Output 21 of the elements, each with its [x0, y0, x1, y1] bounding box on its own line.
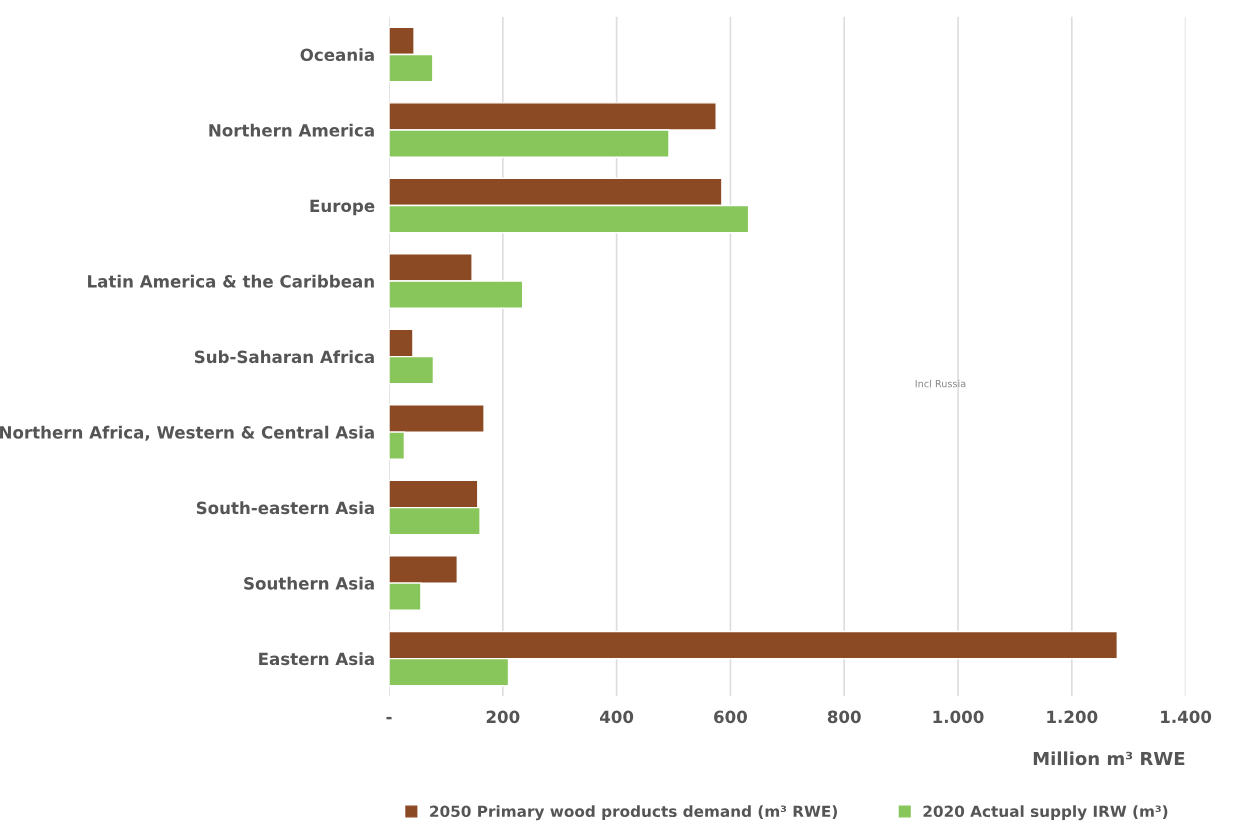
y-tick-label: Southern Asia: [244, 576, 374, 590]
y-tick-label: Sub-Saharan Africa: [194, 350, 374, 364]
y-tick-label: Oceania: [300, 48, 374, 62]
y-tick-label: Northern America: [209, 123, 374, 137]
x-tick-label: 800: [827, 710, 861, 724]
x-tick-label: 600: [714, 710, 748, 724]
y-tick-label: Eastern Asia: [259, 652, 374, 666]
y-tick-label: Latin America & the Caribbean: [88, 274, 374, 288]
legend-label: 2050 Primary wood products demand (m³ RWE): [430, 805, 837, 821]
x-tick-label: 1.200: [1047, 710, 1098, 724]
annotation: Incl Russia: [915, 379, 966, 388]
y-tick-label: Northern Africa, Western & Central Asia: [0, 425, 374, 441]
x-tick-label: 1.400: [1161, 710, 1212, 724]
y-tick-label: Europe: [310, 199, 375, 216]
legend-label: 2020 Actual supply IRW (m³): [923, 805, 1168, 821]
x-tick-label: -: [386, 716, 392, 720]
x-tick-label: 400: [599, 710, 634, 724]
y-tick-label: South-eastern Asia: [196, 501, 374, 515]
x-tick-label: 200: [486, 710, 520, 724]
x-tick-label: 1.000: [933, 710, 984, 724]
x-axis-title: Million m³ RWE: [1033, 751, 1185, 766]
